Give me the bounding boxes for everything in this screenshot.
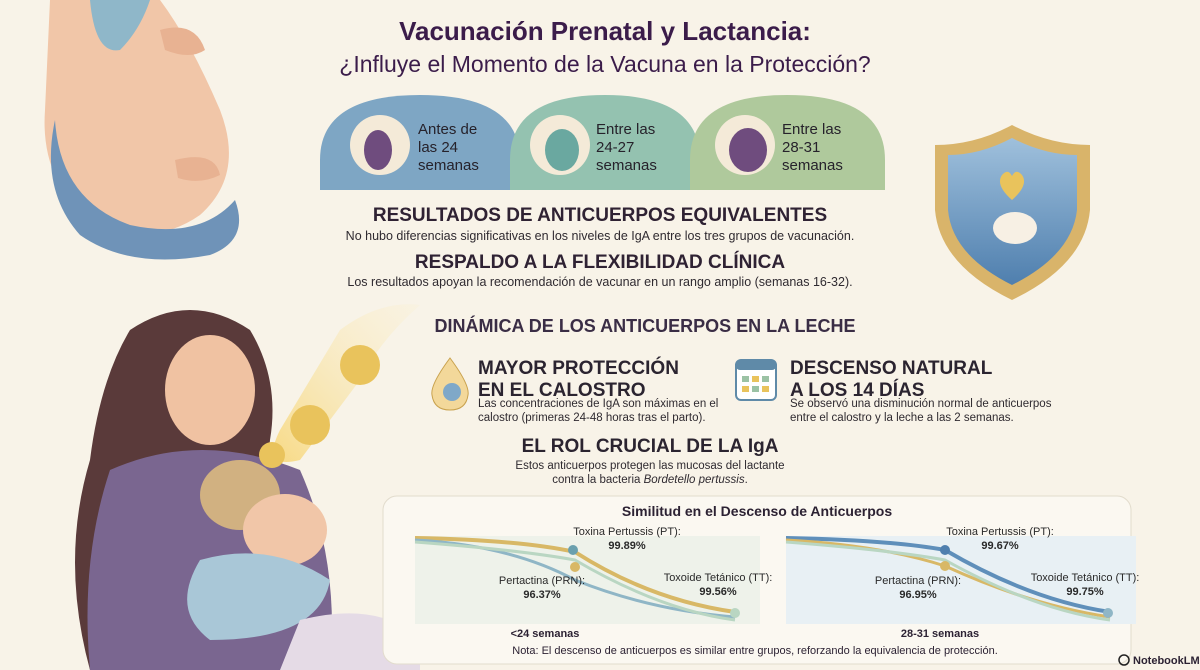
iga-title: EL ROL CRUCIAL DE LA IgA [522,436,779,457]
comparison-title: Similitud en el Descenso de Anticuerpos [622,503,892,519]
note: Nota: El descenso de anticuerpos es simi… [512,645,998,657]
prn-value: 96.95% [899,589,937,601]
card-title: MAYOR PROTECCIÓN EN EL CALOSTRO [478,357,679,401]
tt-value: 99.56% [699,586,737,598]
antibody-icon [259,442,285,468]
finding-text: Los resultados apoyan la recomendación d… [347,275,852,289]
prn-value: 96.37% [523,589,561,601]
iga-text: contra la bacteria Bordetello pertussis. [552,474,748,486]
prn-label: Pertactina (PRN): [875,575,961,587]
shield-icon [935,125,1090,300]
pt-label: Toxina Pertussis (PT): [946,526,1054,538]
card-text: Se observó una disminución normal de ant… [790,398,1052,424]
milk-title: DINÁMICA DE LOS ANTICUERPOS EN LA LECHE [434,315,855,336]
title: Vacunación Prenatal y Lactancia: [399,16,811,46]
brand: NotebookLM [1118,654,1200,667]
colostrum-icon [431,357,469,411]
subtitle: ¿Influye el Momento de la Vacuna en la P… [339,51,870,77]
calendar-icon [735,359,777,401]
breastfeeding-illustration [75,304,420,670]
timing-label: Antes de las 24 semanas [418,121,479,174]
tt-label: Toxoide Tetánico (TT): [664,572,773,584]
card-text: Las concentraciones de IgA son máximas e… [478,398,718,424]
pregnancy-illustration [44,0,240,260]
iga-text: Estos anticuerpos protegen las mucosas d… [515,460,784,472]
pt-label: Toxina Pertussis (PT): [573,526,681,538]
group-label: <24 semanas [511,628,580,640]
tt-value: 99.75% [1066,586,1104,598]
prn-label: Pertactina (PRN): [499,575,585,587]
card-title: DESCENSO NATURAL A LOS 14 DÍAS [790,358,993,401]
timing-label: Entre las 24-27 semanas [596,121,657,174]
timing-label: Entre las 28-31 semanas [782,121,843,174]
brand-name: NotebookLM [1133,655,1200,667]
decline-graph [414,536,1136,624]
antibody-icon [290,405,330,445]
pt-value: 99.67% [981,540,1019,552]
pt-value: 99.89% [608,540,646,552]
tt-label: Toxoide Tetánico (TT): [1031,572,1140,584]
antibody-icon [340,345,380,385]
finding-title: RESULTADOS DE ANTICUERPOS EQUIVALENTES [373,205,827,226]
timing-band [320,95,885,190]
finding-title: RESPALDO A LA FLEXIBILIDAD CLÍNICA [415,251,785,273]
group-label: 28-31 semanas [901,628,979,640]
finding-text: No hubo diferencias significativas en lo… [346,229,855,243]
